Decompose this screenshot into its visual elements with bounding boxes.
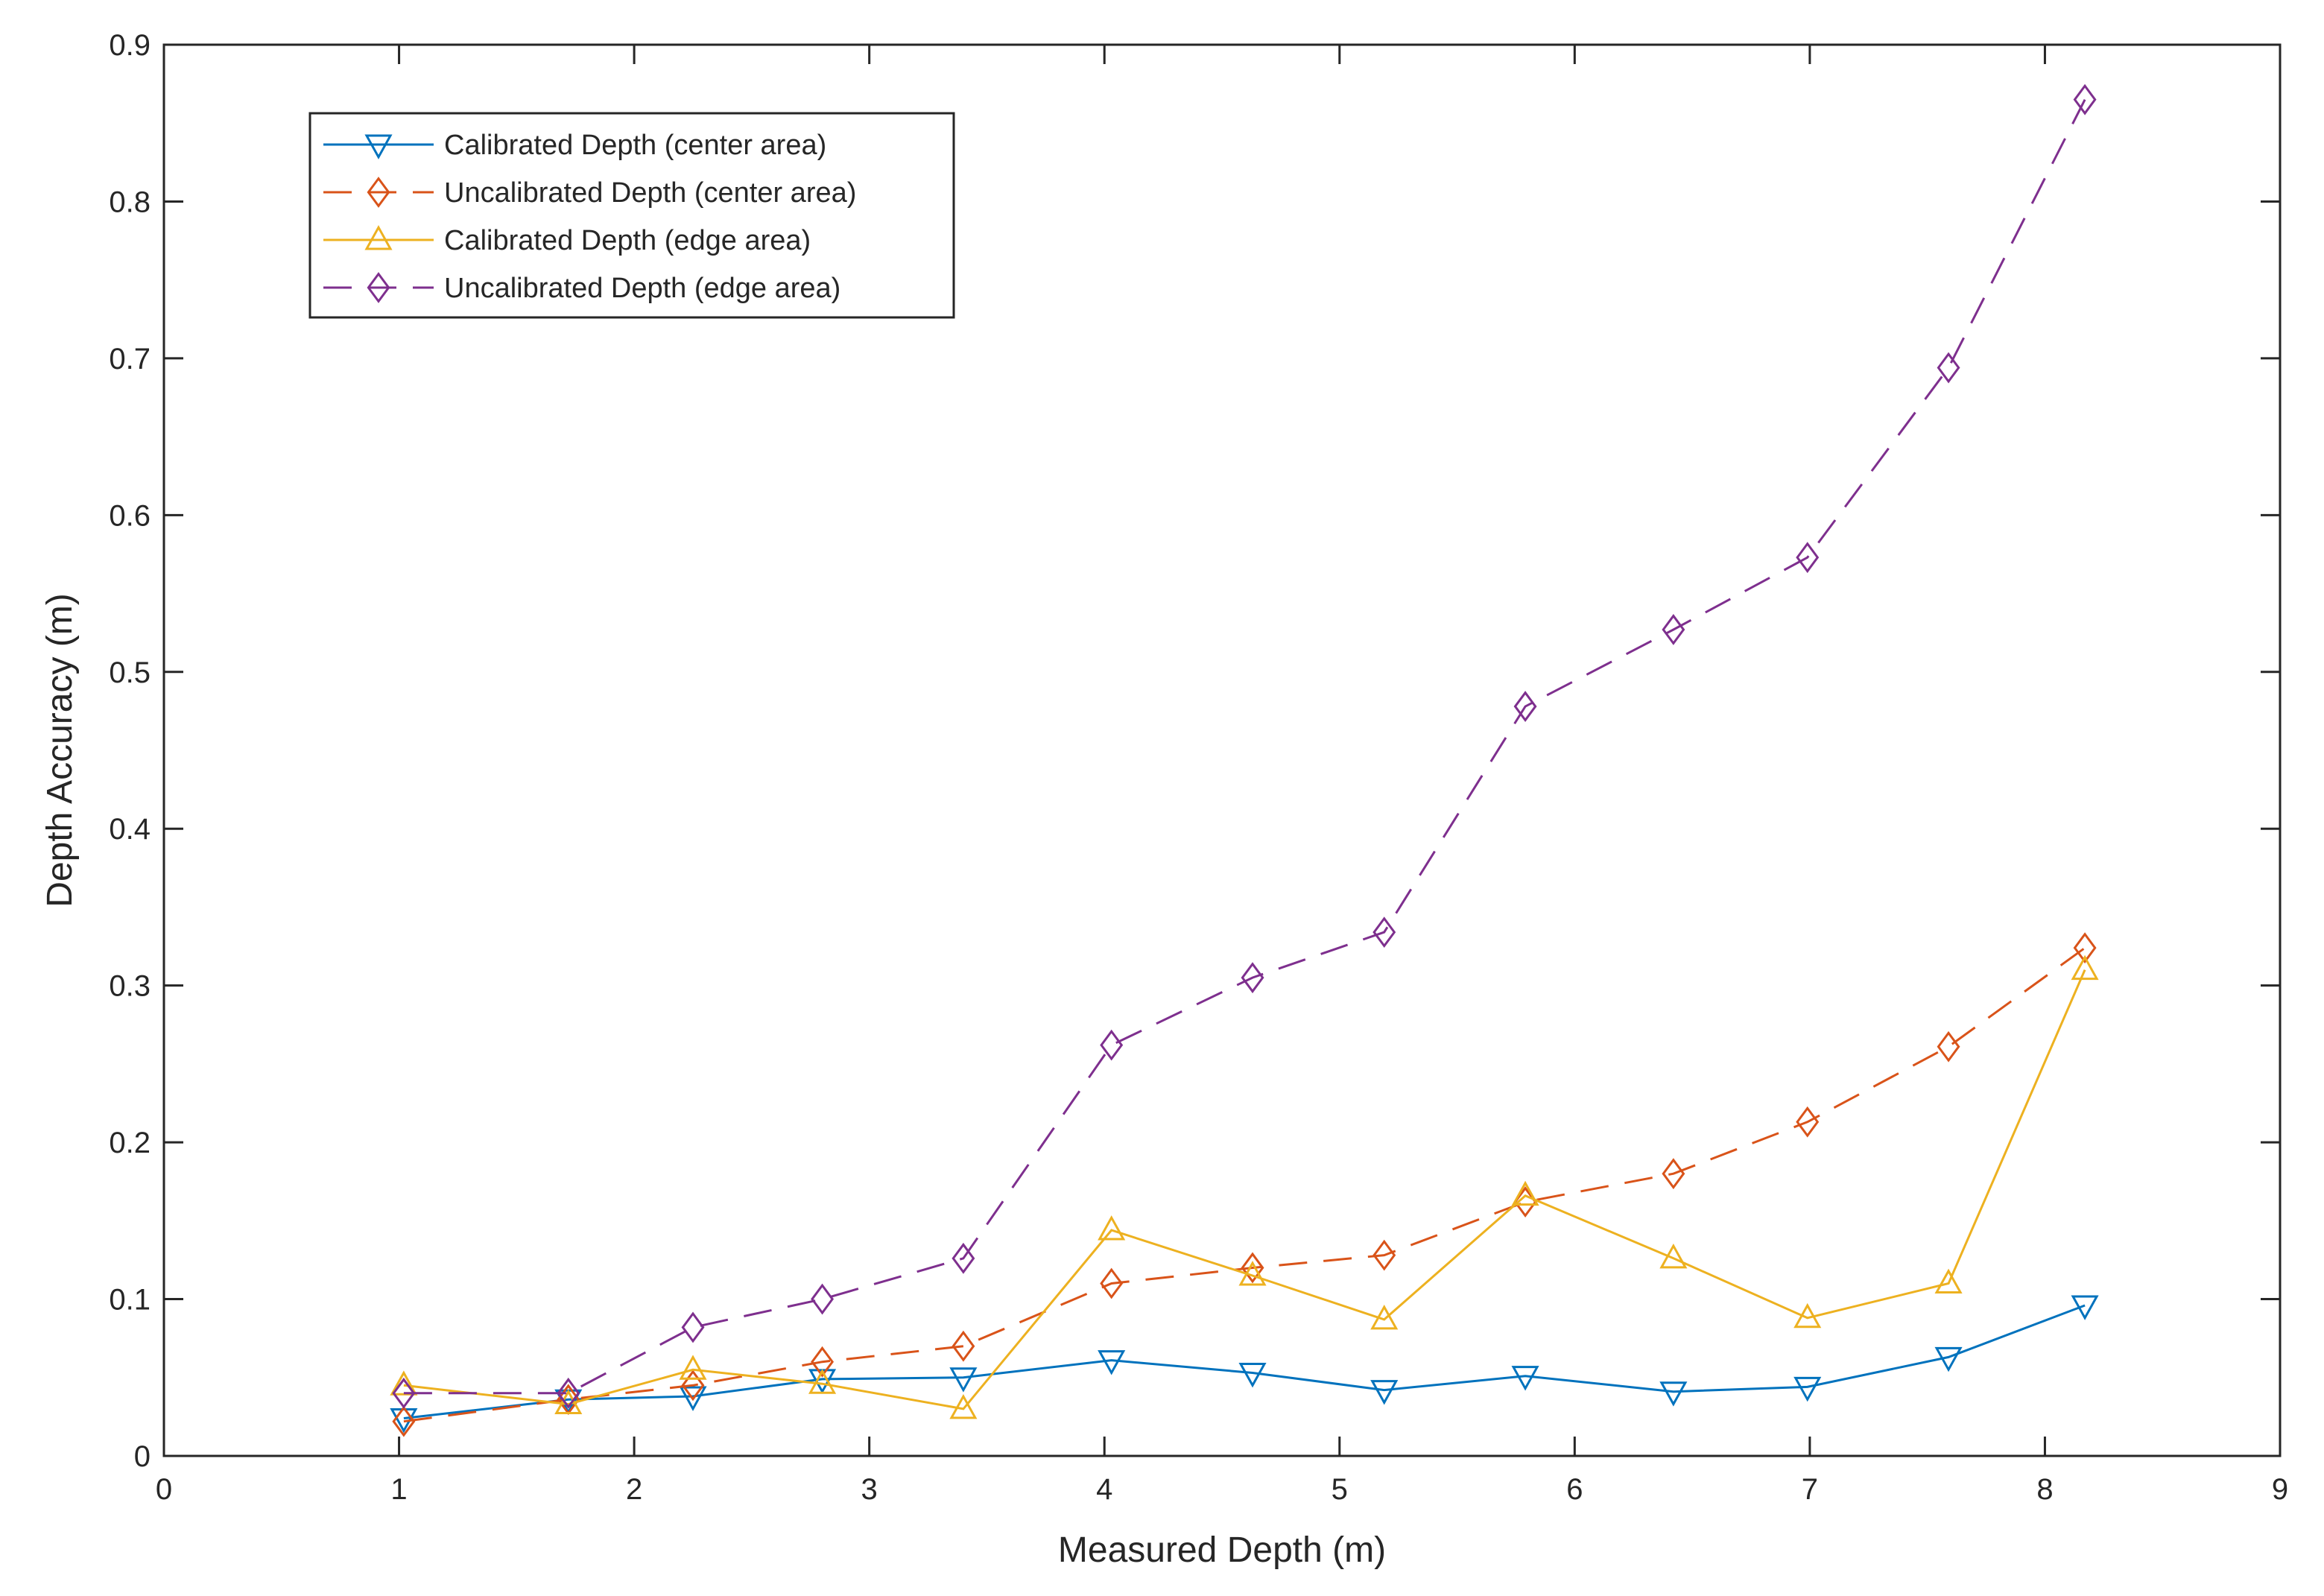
data-point — [392, 1405, 416, 1437]
series-2 — [392, 932, 2097, 1437]
data-point — [1511, 1180, 1539, 1206]
y-tick-label: 0.2 — [109, 1127, 151, 1159]
data-point — [949, 1367, 978, 1393]
data-point — [390, 1370, 418, 1396]
y-axis-title: Depth Accuracy (m) — [40, 593, 80, 907]
data-point — [1241, 962, 1264, 994]
data-point — [811, 1283, 835, 1315]
data-point — [554, 1389, 583, 1415]
legend-label: Uncalibrated Depth (edge area) — [444, 273, 840, 304]
y-tick-label: 0.1 — [109, 1284, 151, 1317]
x-axis-title: Measured Depth (m) — [1058, 1530, 1386, 1570]
data-point — [811, 1346, 835, 1378]
legend-item: Calibrated Depth (edge area) — [323, 225, 811, 256]
data-point — [681, 1311, 705, 1343]
axis-ticks: 0 1 2 3 4 5 6 7 8 9 0 0.1 0.2 0.3 0.4 0.5 0.6 0.7 0.8 0.9 — [109, 29, 2288, 1506]
data-point — [1793, 1302, 1822, 1329]
data-point — [949, 1393, 978, 1419]
series-4 — [392, 83, 2097, 1409]
data-point — [1238, 1362, 1267, 1388]
data-point — [1793, 1376, 1822, 1402]
x-tick-label: 0 — [156, 1473, 172, 1506]
data-point — [1238, 1261, 1267, 1286]
series-line — [403, 969, 2086, 1410]
data-point — [2071, 954, 2099, 981]
data-point — [1370, 1305, 1399, 1330]
y-tick-label: 0.6 — [109, 499, 151, 532]
data-point — [808, 1369, 837, 1394]
legend-item: Uncalibrated Depth (center area) — [323, 177, 856, 209]
data-point — [1372, 916, 1396, 949]
x-tick-label: 4 — [1096, 1473, 1112, 1506]
data-point — [2073, 83, 2097, 115]
legend-label: Calibrated Depth (center area) — [444, 130, 826, 161]
series-line — [403, 99, 2086, 1395]
data-point — [1662, 614, 1685, 645]
series-3 — [390, 954, 2099, 1419]
data-point — [952, 1242, 975, 1274]
data-point — [1796, 1106, 1820, 1138]
data-point — [1659, 1381, 1688, 1407]
y-tick-label: 0.7 — [109, 343, 151, 376]
data-point — [681, 1369, 705, 1402]
data-point — [2073, 932, 2097, 964]
legend-marker — [367, 177, 390, 208]
legend-item: Uncalibrated Depth (edge area) — [323, 272, 840, 304]
y-tick-label: 0.8 — [109, 186, 151, 218]
legend: Calibrated Depth (center area) Uncalibrat… — [308, 112, 955, 319]
data-point — [679, 1355, 707, 1380]
data-point — [1370, 1380, 1399, 1405]
series-line — [403, 1304, 2086, 1419]
legend-label: Uncalibrated Depth (center area) — [444, 177, 856, 209]
data-point — [1100, 1029, 1124, 1061]
data-point — [1100, 1267, 1124, 1299]
data-point — [1934, 1346, 1963, 1372]
y-tick-label: 0 — [134, 1440, 151, 1473]
data-point — [1513, 691, 1537, 722]
data-point — [1098, 1350, 1126, 1375]
series-layer — [390, 83, 2099, 1437]
data-point — [1241, 1252, 1264, 1284]
data-point — [1511, 1366, 1539, 1391]
legend-marker — [367, 272, 390, 303]
data-point — [1937, 1030, 1960, 1063]
y-tick-label: 0.3 — [109, 970, 151, 1003]
x-tick-label: 3 — [861, 1473, 878, 1506]
x-tick-label: 6 — [1566, 1473, 1583, 1506]
data-point — [679, 1386, 707, 1411]
data-point — [1659, 1243, 1688, 1269]
legend-marker — [364, 225, 393, 250]
legend-item: Calibrated Depth (center area) — [323, 130, 826, 161]
x-tick-label: 7 — [1802, 1473, 1818, 1506]
x-tick-label: 8 — [2036, 1473, 2053, 1506]
series-line — [403, 946, 2086, 1423]
x-tick-label: 9 — [2272, 1473, 2288, 1506]
x-tick-label: 2 — [626, 1473, 642, 1506]
legend-marker — [364, 134, 393, 159]
data-point — [1796, 542, 1820, 574]
x-tick-label: 5 — [1332, 1473, 1348, 1506]
data-point — [1662, 1158, 1685, 1190]
legend-box — [308, 112, 955, 319]
x-tick-label: 1 — [390, 1473, 407, 1506]
y-tick-label: 0.4 — [109, 813, 151, 846]
y-tick-label: 0.9 — [109, 29, 151, 62]
data-point — [1934, 1268, 1963, 1294]
data-point — [392, 1377, 416, 1409]
data-point — [557, 1377, 580, 1409]
data-point — [1372, 1239, 1396, 1271]
data-point — [1937, 352, 1960, 384]
data-point — [1098, 1215, 1126, 1241]
legend-label: Calibrated Depth (edge area) — [444, 225, 811, 256]
data-point — [952, 1330, 975, 1362]
y-tick-label: 0.5 — [109, 656, 151, 689]
data-point — [2071, 1295, 2099, 1320]
